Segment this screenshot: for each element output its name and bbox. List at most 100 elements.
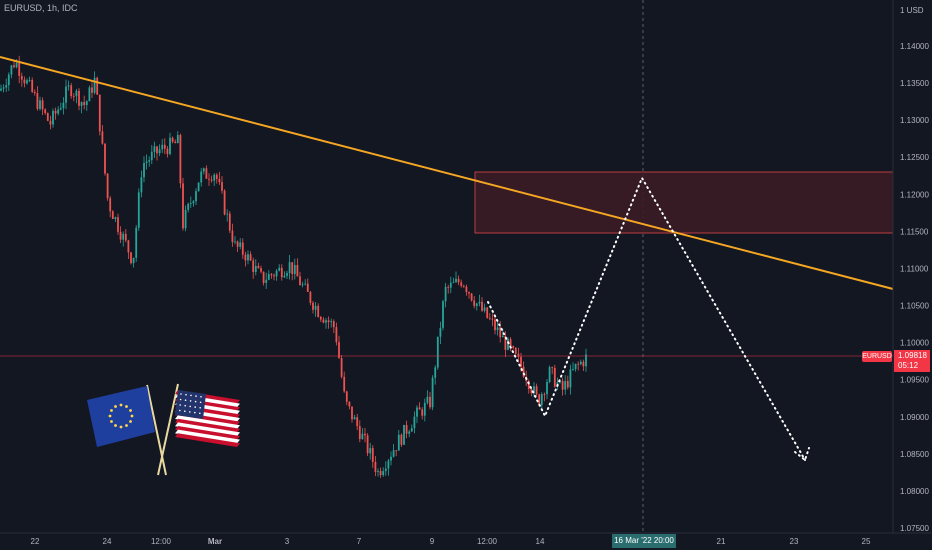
candle-body (59, 108, 62, 110)
candle-body (158, 149, 161, 154)
candle-body (413, 416, 416, 429)
candle-body (577, 363, 580, 365)
candle-body (356, 417, 359, 427)
candle-body (400, 434, 403, 445)
candle-body (582, 361, 585, 367)
candle-body (163, 144, 166, 149)
candle-body (18, 62, 21, 76)
candle-body (353, 417, 356, 420)
candle-body (239, 242, 242, 247)
candle-body (171, 137, 174, 142)
us-star (199, 412, 201, 415)
candle-body (231, 230, 234, 243)
candle-body (309, 291, 312, 303)
eu-star (114, 424, 117, 427)
us-star (185, 393, 187, 396)
candle-body (176, 134, 179, 144)
symbol-info[interactable]: EURUSD, 1h, IDC (4, 3, 78, 13)
time-tick-label: 23 (790, 537, 799, 546)
candle-body (57, 109, 60, 114)
price-tick-label: 1.12000 (900, 190, 929, 199)
candle-body (23, 79, 26, 84)
candle-body (564, 381, 567, 390)
candle-body (496, 327, 499, 331)
candle-body (501, 335, 504, 338)
time-axis[interactable]: 22 24 12:00 Mar 3 7 9 12:00 14 21 23 25 (31, 537, 871, 546)
candle-body (312, 302, 314, 310)
candle-body (392, 450, 395, 457)
eu-star (125, 405, 128, 408)
candle-body (475, 303, 478, 306)
candle-body (257, 265, 260, 269)
candle-body (470, 293, 473, 301)
candle-body (114, 217, 117, 220)
candle-body (236, 241, 239, 247)
candle-body (280, 267, 283, 278)
us-stripe (175, 415, 240, 429)
candle-body (322, 319, 325, 323)
candle-body (41, 100, 44, 110)
candle-body (358, 426, 361, 440)
eu-star (114, 405, 117, 408)
candle-body (551, 367, 554, 368)
candle-body (296, 264, 299, 277)
candle-body (509, 339, 512, 347)
us-flag-icon (157, 383, 240, 476)
candle-body (143, 163, 145, 178)
candle-body (553, 367, 556, 387)
trendline[interactable] (0, 56, 894, 290)
candle-body (104, 143, 106, 174)
candle-body (106, 173, 109, 199)
candle-body (195, 191, 197, 202)
candle-body (585, 354, 587, 367)
candle-body (439, 327, 442, 337)
us-stripe (175, 422, 240, 437)
candle-body (488, 317, 491, 319)
eu-star (125, 424, 128, 427)
candle-body (530, 389, 533, 394)
candle-body (473, 300, 476, 306)
candle-body (247, 254, 249, 261)
price-axis[interactable]: 1 USD 1.14000 1.13500 1.13000 1.12500 1.12000… (900, 6, 929, 533)
candle-body (208, 178, 210, 180)
candle-body (156, 146, 158, 154)
candle-body (421, 409, 424, 416)
price-tick-label: 1.13500 (900, 79, 929, 88)
projection-path[interactable] (487, 175, 806, 461)
candle-body (275, 270, 278, 277)
candle-body (20, 75, 23, 80)
time-tick-label: 12:00 (151, 537, 172, 546)
candle-body (39, 100, 41, 109)
candle-body (109, 198, 112, 212)
price-axis-currency: 1 USD (900, 6, 924, 15)
candle-body (442, 301, 444, 328)
candle-body (561, 380, 564, 390)
candle-body (91, 87, 93, 93)
candle-body (410, 428, 413, 432)
candle-body (197, 182, 200, 192)
us-star (195, 395, 197, 397)
price-tick-label: 1.14000 (900, 42, 929, 51)
candle-body (33, 91, 36, 94)
candle-body (364, 433, 366, 436)
candle-body (52, 110, 54, 125)
eu-star (110, 409, 113, 412)
resistance-zone[interactable] (474, 171, 894, 234)
candle-body (457, 278, 460, 283)
time-tick-label: 14 (536, 537, 545, 546)
us-stripe (175, 429, 240, 444)
price-tick-label: 1.12500 (900, 153, 929, 162)
candle-body (348, 401, 351, 407)
candle-body (369, 448, 372, 454)
candle-body (449, 282, 452, 288)
time-tick-label: 3 (285, 537, 290, 546)
candle-body (93, 77, 96, 93)
candle-body (540, 394, 543, 406)
candle-body (460, 282, 463, 286)
candle-body (124, 233, 127, 241)
candle-body (374, 462, 377, 472)
candle-body (119, 231, 122, 240)
us-star (184, 410, 186, 413)
